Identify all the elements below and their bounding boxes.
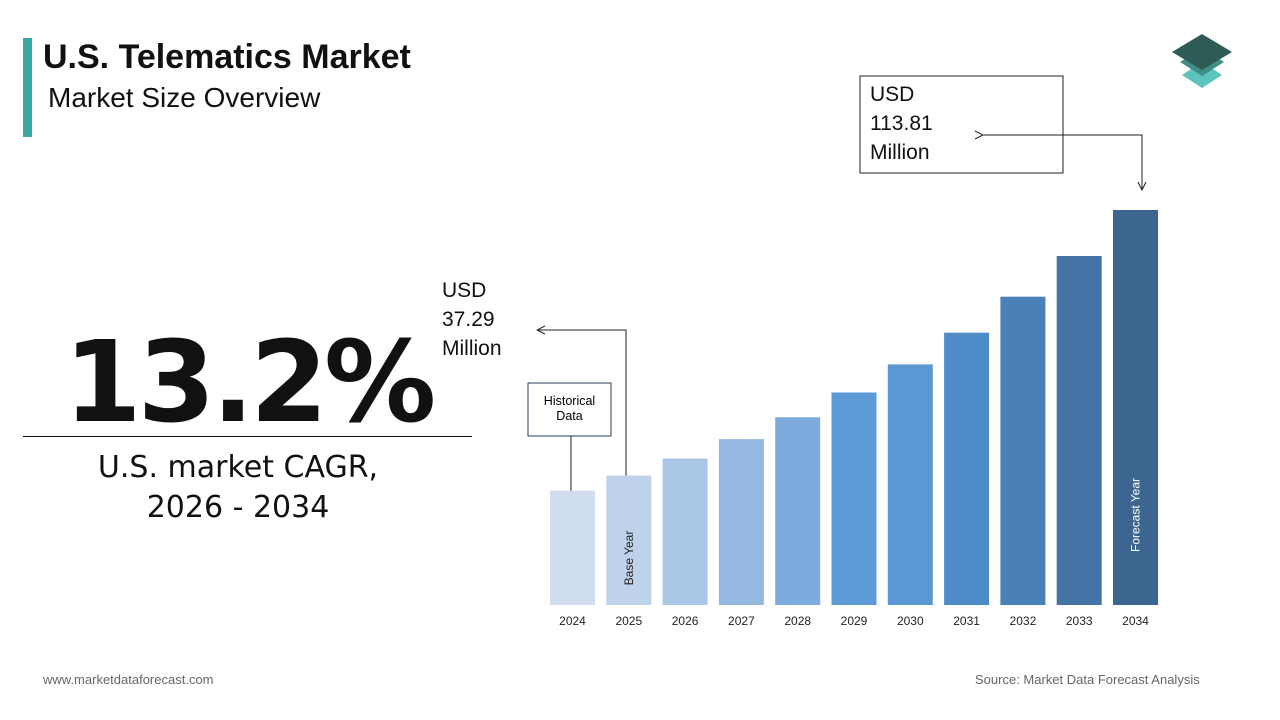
x-tick-label: 2031 (953, 614, 980, 628)
bar (718, 439, 764, 605)
bar (944, 332, 990, 605)
bar (550, 490, 595, 605)
x-tick-label: 2024 (559, 614, 586, 628)
forecast-year-label: Forecast Year (1129, 478, 1143, 552)
arrow (983, 134, 1142, 190)
historical-box (527, 382, 612, 437)
bar (1000, 296, 1046, 605)
x-tick-label: 2028 (784, 614, 811, 628)
historical-label: Historical Data (544, 394, 595, 423)
value-label: USD 37.29 Million (442, 279, 502, 360)
x-tick-label: 2029 (841, 614, 868, 628)
cagr-label: U.S. market CAGR, 2026 - 2034 (97, 450, 379, 525)
arrow (537, 330, 627, 497)
x-tick-label: 2030 (897, 614, 924, 628)
bar (831, 392, 877, 605)
value-box (859, 75, 1064, 174)
title: U.S. Telematics Market (43, 38, 411, 76)
bar (887, 364, 933, 605)
x-tick-label: 2025 (615, 614, 642, 628)
bar (1056, 256, 1102, 605)
subtitle: Market Size Overview (48, 82, 321, 113)
x-tick-label: 2027 (728, 614, 755, 628)
x-tick-label: 2026 (672, 614, 699, 628)
bar (775, 417, 821, 605)
x-tick-label: 2034 (1122, 614, 1149, 628)
bar (662, 458, 708, 605)
base-year-label: Base Year (622, 531, 636, 586)
x-tick-label: 2033 (1066, 614, 1093, 628)
source: Source: Market Data Forecast Analysis (975, 672, 1200, 687)
logo (1172, 34, 1232, 88)
divider (23, 436, 472, 437)
bar (1113, 210, 1158, 605)
value-label: USD 113.81 Million (870, 83, 933, 164)
website: www.marketdataforecast.com (43, 672, 214, 687)
bar (606, 475, 652, 605)
cagr-value: 13.2% (63, 318, 437, 448)
x-tick-label: 2032 (1010, 614, 1037, 628)
accent-bar (23, 38, 32, 137)
